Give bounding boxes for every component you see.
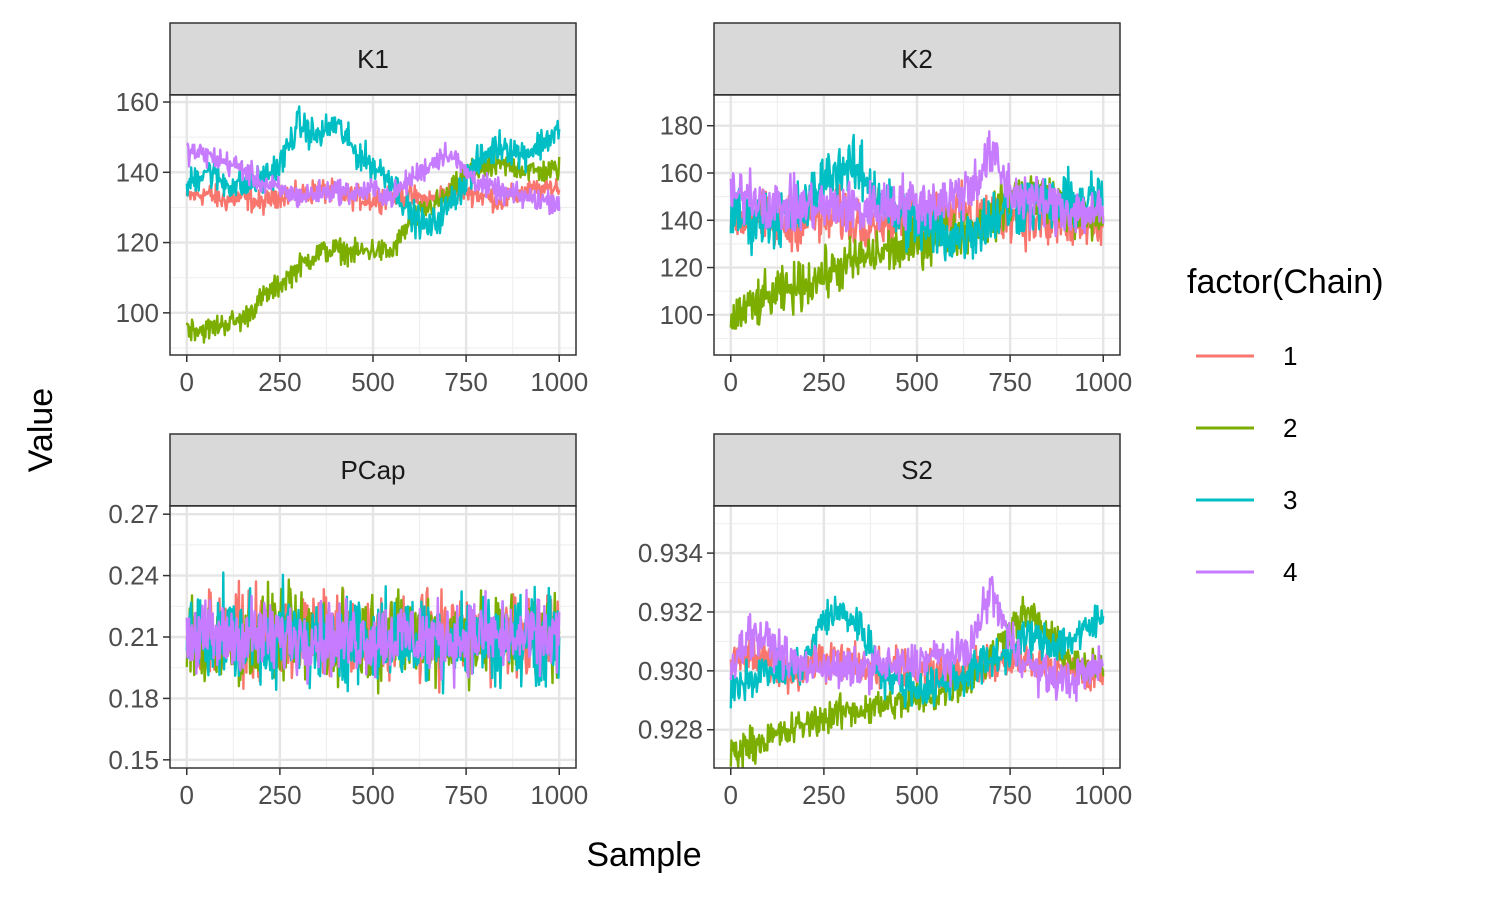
- facet-strip: [169, 22, 577, 96]
- x-tick-label: 500: [895, 367, 938, 397]
- y-tick-label: 140: [660, 205, 703, 235]
- legend-label: 3: [1283, 485, 1297, 515]
- legend: factor(Chain) 1 2 3 4: [1187, 263, 1384, 587]
- x-tick-label: 1000: [530, 367, 588, 397]
- facet-strip: [713, 433, 1121, 507]
- facet-strip-label: K2: [901, 44, 933, 74]
- y-tick-label: 100: [660, 300, 703, 330]
- series-line-chain-3: [185, 105, 561, 240]
- x-tick-label: 250: [802, 367, 845, 397]
- x-tick-label: 750: [988, 367, 1031, 397]
- facet-strip-label: K1: [357, 44, 389, 74]
- y-tick-label: 180: [660, 111, 703, 141]
- panel-k2: K2 100 120 140 160 180 0 250 500 750 1000: [660, 22, 1132, 397]
- panel-s2: S2 0.928 0.930 0.932 0.934 0 250 500 750 1000: [638, 433, 1132, 810]
- series-line-chain-4: [729, 130, 1105, 238]
- y-tick-label: 160: [116, 87, 159, 117]
- y-tick-label: 120: [116, 228, 159, 258]
- series-traces: [185, 105, 561, 344]
- legend-label: 1: [1283, 341, 1297, 371]
- series-traces: [729, 130, 1105, 330]
- legend-label: 2: [1283, 413, 1297, 443]
- x-tick-label: 0: [724, 367, 738, 397]
- x-tick-label: 500: [895, 780, 938, 810]
- series-line-chain-2: [185, 152, 561, 344]
- legend-title: factor(Chain): [1187, 263, 1384, 301]
- series-line-chain-4: [729, 575, 1105, 702]
- y-tick-label: 0.24: [108, 561, 159, 591]
- y-tick-label: 0.21: [108, 622, 159, 652]
- legend-entry-4: 4: [1196, 557, 1297, 587]
- y-tick-label: 0.928: [638, 715, 703, 745]
- legend-entry-3: 3: [1196, 485, 1297, 515]
- series-line-chain-4: [186, 141, 561, 216]
- y-tick-label: 0.934: [638, 538, 703, 568]
- x-axis-title: Sample: [586, 836, 701, 874]
- series-line-chain-4: [185, 588, 561, 689]
- x-tick-label: 1000: [1074, 367, 1132, 397]
- series-line-chain-1: [185, 173, 561, 216]
- y-tick-label: 0.932: [638, 597, 703, 627]
- x-tick-label: 500: [351, 367, 394, 397]
- legend-entry-2: 2: [1196, 413, 1297, 443]
- y-axis-title: Value: [22, 388, 60, 472]
- y-tick-label: 120: [660, 253, 703, 283]
- series-line-chain-3: [729, 595, 1105, 709]
- facet-strip-label: PCap: [340, 455, 405, 485]
- panel-k1: K1 100 120 140 160 0 250 500 750 1000: [116, 22, 588, 397]
- y-tick-label: 0.930: [638, 656, 703, 686]
- x-tick-label: 750: [988, 780, 1031, 810]
- y-tick-label: 100: [116, 298, 159, 328]
- x-tick-label: 1000: [530, 780, 588, 810]
- facet-strip: [713, 22, 1121, 96]
- y-tick-label: 0.18: [108, 683, 159, 713]
- x-tick-label: 500: [351, 780, 394, 810]
- legend-label: 4: [1283, 557, 1297, 587]
- series-traces: [185, 571, 561, 695]
- x-tick-label: 250: [258, 367, 301, 397]
- x-tick-label: 750: [444, 780, 487, 810]
- y-tick-label: 0.15: [108, 745, 159, 775]
- panel-pcap: PCap 0.15 0.18 0.21 0.24 0.27 0 250 500 750 1000: [108, 433, 588, 810]
- x-tick-label: 0: [724, 780, 738, 810]
- x-tick-label: 250: [258, 780, 301, 810]
- series-traces: [729, 575, 1105, 768]
- y-tick-label: 140: [116, 157, 159, 187]
- x-tick-label: 250: [802, 780, 845, 810]
- x-tick-label: 0: [180, 367, 194, 397]
- facet-strip: [169, 433, 577, 507]
- facet-panels: K1 100 120 140 160 0 250 500 750 1000 K2 100 120 140 1…: [108, 22, 1132, 810]
- x-tick-label: 0: [180, 780, 194, 810]
- y-tick-label: 0.27: [108, 499, 159, 529]
- x-tick-label: 1000: [1074, 780, 1132, 810]
- x-tick-label: 750: [444, 367, 487, 397]
- y-tick-label: 160: [660, 158, 703, 188]
- legend-entry-1: 1: [1196, 341, 1297, 371]
- facet-strip-label: S2: [901, 455, 933, 485]
